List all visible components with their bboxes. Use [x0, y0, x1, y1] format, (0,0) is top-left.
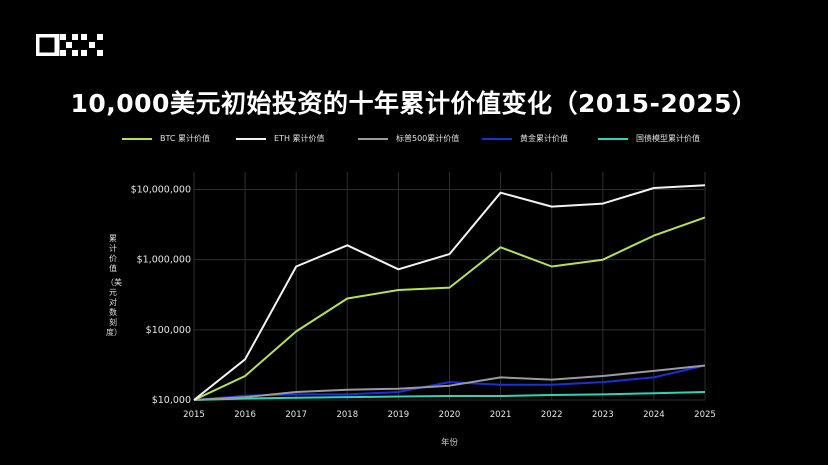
x-tick-label: 2016: [234, 410, 256, 420]
series-line-2: [193, 364, 706, 401]
legend-item: ETH 累计价值: [236, 133, 325, 144]
x-tick-label: 2015: [183, 410, 205, 420]
chart-legend: BTC 累计价值 ETH 累计价值 标普500累计价值 黄金累计价值 国债模型累计价值: [0, 130, 828, 148]
chart-title: 10,000美元初始投资的十年累计价值变化（2015-2025）: [70, 89, 758, 118]
legend-swatch: [358, 137, 388, 140]
legend-label: BTC 累计价值: [160, 134, 211, 143]
legend-swatch: [482, 137, 512, 140]
legend-item: 国债模型累计价值: [598, 133, 700, 144]
legend-item: 标普500累计价值: [358, 133, 459, 144]
x-tick-label: 2019: [388, 410, 410, 420]
y-tick-label: $10,000: [152, 395, 191, 406]
y-tick-label: $1,000,000: [137, 255, 191, 266]
x-tick-label: 2022: [541, 410, 563, 420]
series-line-0: [193, 216, 706, 401]
series-line-4: [193, 391, 706, 401]
x-tick-label: 2024: [643, 410, 665, 420]
legend-item: BTC 累计价值: [122, 133, 210, 144]
x-tick-label: 2025: [694, 410, 716, 420]
x-tick-label: 2021: [490, 410, 512, 420]
legend-label: 标普500累计价值: [396, 134, 460, 143]
y-tick-label: $10,000,000: [131, 185, 191, 196]
series-line-3: [193, 364, 706, 401]
x-tick-label: 2020: [439, 410, 461, 420]
legend-label: 黄金累计价值: [520, 134, 568, 143]
x-axis-label: 年份: [441, 437, 459, 448]
okx-logo-icon: [36, 34, 103, 56]
y-tick-label: $100,000: [146, 325, 191, 336]
y-axis-sublabel: （美元 对数刻度）: [106, 278, 122, 337]
legend-label: 国债模型累计价值: [636, 134, 700, 143]
legend-swatch: [122, 137, 152, 140]
x-tick-label: 2017: [285, 410, 307, 420]
x-tick-label: 2023: [592, 410, 614, 420]
x-tick-label: 2018: [336, 410, 358, 420]
legend-label: ETH 累计价值: [274, 134, 325, 143]
y-axis-label: 累计价值: [109, 234, 117, 273]
legend-swatch: [598, 137, 628, 140]
legend-swatch: [236, 137, 266, 140]
legend-item: 黄金累计价值: [482, 133, 568, 144]
series-line-1: [193, 184, 706, 401]
